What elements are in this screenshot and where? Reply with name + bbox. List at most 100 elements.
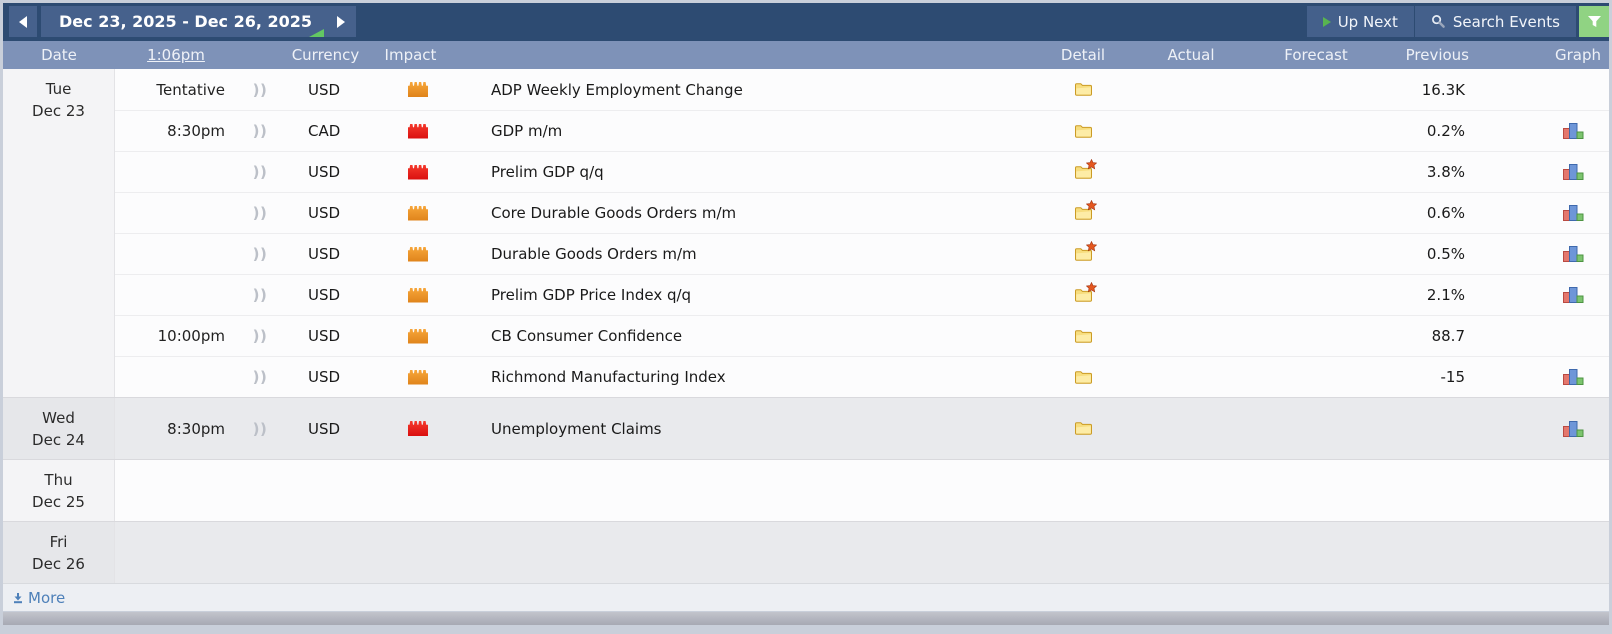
- event-name[interactable]: Richmond Manufacturing Index: [491, 368, 726, 386]
- alert-waves-icon[interactable]: )): [252, 245, 268, 263]
- alert-waves-icon[interactable]: )): [252, 122, 268, 140]
- graph-icon[interactable]: [1562, 245, 1585, 263]
- impact-icon: [408, 82, 428, 97]
- event-time: 8:30pm: [167, 419, 225, 438]
- event-row[interactable]: )) USD Core Durable Goods Orders m/m 0.6…: [115, 192, 1609, 233]
- prev-range-button[interactable]: [9, 6, 37, 37]
- filter-funnel-icon: [1587, 15, 1602, 28]
- up-next-button[interactable]: Up Next: [1305, 6, 1414, 37]
- play-icon: [1322, 16, 1331, 27]
- impact-icon: [408, 205, 428, 221]
- day-name: Wed: [42, 409, 75, 427]
- alert-waves-icon[interactable]: )): [252, 286, 268, 304]
- event-time: 10:00pm: [157, 327, 225, 345]
- event-currency: USD: [308, 327, 341, 345]
- column-header-forecast: Forecast: [1284, 46, 1348, 64]
- more-link[interactable]: More: [12, 589, 65, 607]
- event-previous: 3.8%: [1426, 163, 1465, 181]
- event-previous: 0.5%: [1426, 245, 1465, 263]
- more-row: More: [3, 583, 1609, 611]
- chevron-left-icon: [19, 15, 27, 28]
- day-date: Dec 23: [32, 102, 85, 120]
- day-section: Thu Dec 25: [3, 459, 1609, 521]
- detail-folder-icon[interactable]: [1074, 240, 1097, 262]
- event-row[interactable]: 8:30pm )) USD Unemployment Claims: [115, 398, 1609, 459]
- event-name[interactable]: Prelim GDP Price Index q/q: [491, 286, 692, 304]
- event-previous: 2.1%: [1426, 286, 1465, 304]
- alert-waves-icon[interactable]: )): [252, 163, 268, 181]
- calendar-topbar: Dec 23, 2025 - Dec 26, 2025 Up Next Sear…: [3, 3, 1609, 41]
- detail-folder-icon[interactable]: [1074, 421, 1093, 436]
- date-cell: Wed Dec 24: [3, 398, 115, 459]
- event-name[interactable]: Core Durable Goods Orders m/m: [491, 204, 737, 222]
- event-name[interactable]: ADP Weekly Employment Change: [491, 80, 743, 99]
- search-events-button[interactable]: Search Events: [1413, 6, 1576, 37]
- detail-folder-icon[interactable]: [1074, 82, 1093, 97]
- day-events: 8:30pm )) USD Unemployment Claims: [115, 398, 1609, 459]
- column-header-actual: Actual: [1167, 46, 1215, 64]
- event-previous: -15: [1440, 368, 1466, 386]
- next-range-button[interactable]: [326, 6, 357, 37]
- column-header-graph: Graph: [1554, 46, 1601, 64]
- day-events: [115, 522, 1609, 583]
- detail-folder-icon[interactable]: [1074, 199, 1097, 221]
- event-previous: 16.3K: [1421, 80, 1465, 99]
- graph-icon[interactable]: [1562, 420, 1585, 438]
- day-date: Dec 24: [32, 431, 85, 449]
- date-range-label: Dec 23, 2025 - Dec 26, 2025: [59, 12, 313, 31]
- impact-icon: [408, 328, 428, 344]
- star-badge-icon: [1085, 199, 1097, 211]
- day-section: Wed Dec 24 8:30pm )) USD Unemployment Cl…: [3, 397, 1609, 459]
- economic-calendar: Dec 23, 2025 - Dec 26, 2025 Up Next Sear…: [3, 3, 1609, 611]
- alert-waves-icon[interactable]: )): [252, 368, 268, 386]
- event-name[interactable]: Unemployment Claims: [491, 419, 662, 438]
- column-header-detail: Detail: [1060, 46, 1106, 64]
- event-name[interactable]: Prelim GDP q/q: [491, 163, 604, 181]
- graph-icon[interactable]: [1562, 163, 1585, 181]
- alert-waves-icon[interactable]: )): [252, 80, 268, 99]
- search-events-label: Search Events: [1452, 12, 1560, 31]
- event-name[interactable]: GDP m/m: [491, 122, 563, 140]
- event-previous: 0.6%: [1426, 204, 1465, 222]
- graph-icon[interactable]: [1562, 368, 1585, 386]
- event-row[interactable]: 8:30pm )) CAD GDP m/m 0.2%: [115, 110, 1609, 151]
- graph-icon[interactable]: [1562, 204, 1585, 222]
- date-range-button[interactable]: Dec 23, 2025 - Dec 26, 2025: [41, 6, 327, 37]
- event-currency: USD: [308, 419, 341, 438]
- detail-folder-icon[interactable]: [1074, 158, 1097, 180]
- detail-folder-icon[interactable]: [1074, 370, 1093, 385]
- detail-folder-icon[interactable]: [1074, 329, 1093, 344]
- day-name: Fri: [49, 533, 68, 551]
- event-name[interactable]: Durable Goods Orders m/m: [491, 245, 697, 263]
- event-row[interactable]: Tentative )) USD ADP Weekly Employment C…: [115, 69, 1609, 110]
- event-row[interactable]: 10:00pm )) USD CB Consumer Confidence 88…: [115, 315, 1609, 356]
- detail-folder-icon[interactable]: [1074, 124, 1093, 139]
- alert-waves-icon[interactable]: )): [252, 204, 268, 222]
- detail-folder-icon[interactable]: [1074, 281, 1097, 303]
- impact-icon: [408, 164, 428, 180]
- event-row[interactable]: )) USD Richmond Manufacturing Index -15: [115, 356, 1609, 397]
- alert-waves-icon[interactable]: )): [252, 327, 268, 345]
- event-name[interactable]: CB Consumer Confidence: [491, 327, 683, 345]
- date-cell: Thu Dec 25: [3, 460, 115, 521]
- current-time-link[interactable]: 1:06pm: [147, 46, 205, 64]
- calendar-dropdown-wedge-icon: [309, 29, 325, 37]
- event-row[interactable]: )) USD Prelim GDP Price Index q/q 2.1%: [115, 274, 1609, 315]
- day-events: [115, 460, 1609, 521]
- download-arrow-icon: [12, 592, 24, 604]
- star-badge-icon: [1085, 281, 1097, 293]
- event-currency: USD: [308, 163, 341, 181]
- graph-icon[interactable]: [1562, 286, 1585, 304]
- event-previous: 0.2%: [1426, 122, 1465, 140]
- column-header-currency: Currency: [291, 46, 360, 64]
- day-name: Tue: [45, 80, 72, 98]
- column-header-row: Date 1:06pm Currency Impact Detail Actua…: [3, 41, 1609, 69]
- page-bottom-shadow: [3, 612, 1609, 625]
- topbar-spacer: [356, 6, 1306, 37]
- alert-waves-icon[interactable]: )): [252, 419, 268, 438]
- filter-button[interactable]: [1579, 6, 1609, 37]
- event-time: 8:30pm: [167, 122, 225, 140]
- graph-icon[interactable]: [1562, 122, 1585, 140]
- event-row[interactable]: )) USD Durable Goods Orders m/m 0.5%: [115, 233, 1609, 274]
- event-row[interactable]: )) USD Prelim GDP q/q 3.8%: [115, 151, 1609, 192]
